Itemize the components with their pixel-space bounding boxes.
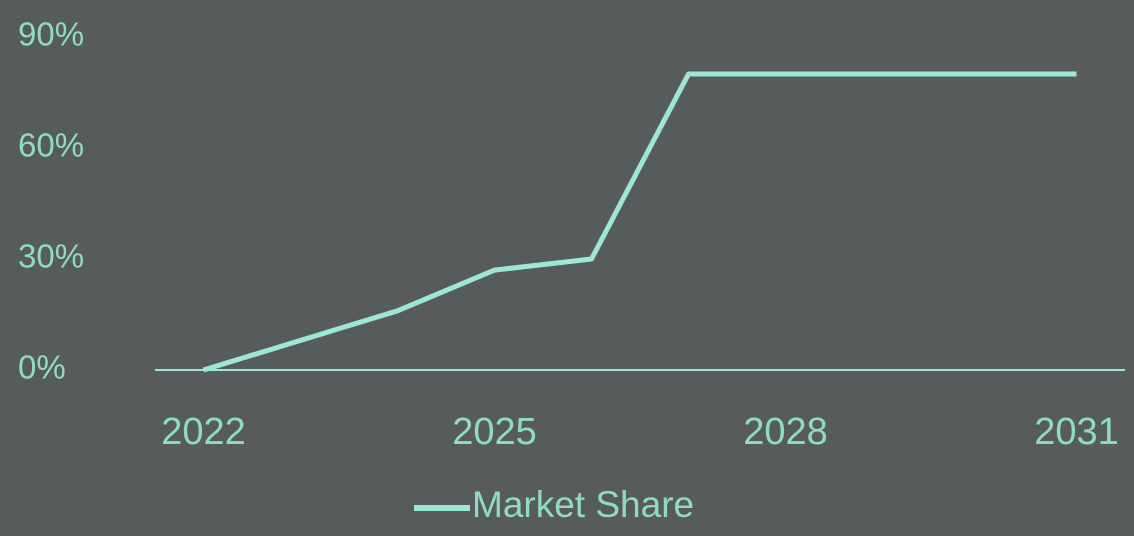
y-tick-label: 30%: [18, 238, 84, 275]
line: [202, 71, 1077, 373]
legend-label: Market Share: [472, 484, 694, 525]
y-tick-label: 0%: [18, 349, 66, 386]
x-tick-label: 2022: [161, 411, 246, 453]
x-tick-label: 2025: [452, 411, 537, 453]
y-tick-label: 90%: [18, 16, 84, 53]
x-tick-label: 2028: [743, 411, 828, 453]
x-tick-label: 2031: [1034, 411, 1119, 453]
y-tick-label: 60%: [18, 127, 84, 164]
